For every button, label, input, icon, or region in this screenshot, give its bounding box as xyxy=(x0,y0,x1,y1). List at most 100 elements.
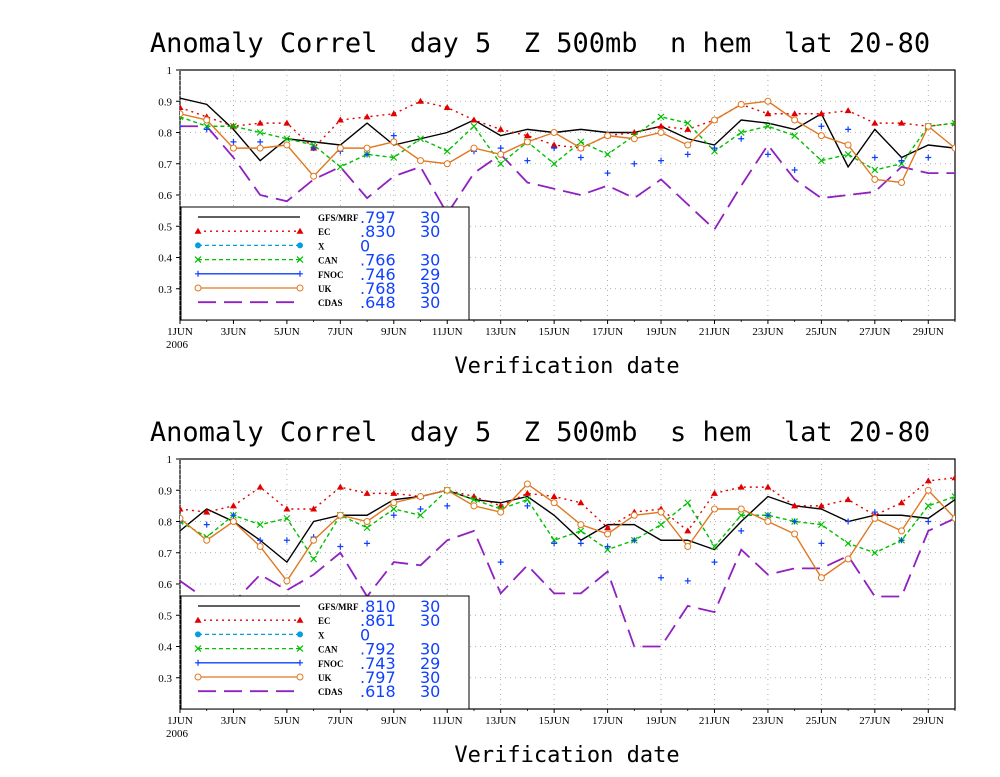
legend-label: EC xyxy=(318,227,331,237)
data-point xyxy=(924,122,932,130)
x-axis-label: Verification date xyxy=(454,354,679,379)
data-point xyxy=(844,141,852,149)
series-gfs-mrf xyxy=(180,97,955,169)
data-point xyxy=(684,543,692,550)
series-line xyxy=(180,489,955,561)
x-tick-label: 29JUN xyxy=(913,715,944,727)
data-point xyxy=(523,138,531,146)
x-tick-label: 17JUN xyxy=(592,715,623,727)
data-point xyxy=(711,543,718,550)
data-point xyxy=(256,543,264,550)
y-tick-label: 0.6 xyxy=(158,579,172,591)
legend-count: 30 xyxy=(420,293,440,312)
x-tick-label: 5JUN xyxy=(274,326,300,338)
data-point xyxy=(497,145,504,152)
y-tick-label: 0.3 xyxy=(158,673,172,685)
legend-label: X xyxy=(318,241,325,251)
data-point xyxy=(817,157,825,165)
x-axis-label: Verification date xyxy=(454,743,679,768)
legend-mean: .810 xyxy=(360,597,396,616)
legend-marker xyxy=(194,256,202,264)
legend-mean: .797 xyxy=(360,208,396,227)
data-point xyxy=(657,122,665,129)
x-tick-year: 2006 xyxy=(166,728,189,740)
data-point xyxy=(390,132,397,139)
data-point xyxy=(711,559,718,566)
data-point xyxy=(791,132,799,140)
data-point xyxy=(631,537,638,544)
legend-mean: .743 xyxy=(360,654,396,673)
data-point xyxy=(336,144,344,152)
data-point xyxy=(817,521,825,529)
legend-mean: .648 xyxy=(360,293,396,312)
legend-count: 30 xyxy=(420,640,440,659)
legend-marker xyxy=(297,270,303,277)
data-point xyxy=(737,505,745,513)
data-point xyxy=(817,502,825,509)
data-point xyxy=(203,521,210,528)
legend-marker xyxy=(195,242,201,249)
legend-entry: GFS/MRF .810 30 xyxy=(198,597,440,616)
legend-marker xyxy=(297,631,303,638)
chart-title: Anomaly Correl day 5 Z 500mb s hem lat 2… xyxy=(150,417,930,448)
x-tick-year: 2006 xyxy=(166,339,189,351)
data-point xyxy=(363,113,371,120)
data-point xyxy=(203,122,211,130)
y-tick-label: 0.7 xyxy=(158,548,172,560)
data-point xyxy=(417,493,425,500)
data-point xyxy=(710,116,718,124)
data-point xyxy=(604,524,612,531)
legend-label: GFS/MRF xyxy=(318,602,359,612)
legend-entry: FNOC .743 29 xyxy=(195,654,440,673)
legend-entry: CAN .792 30 xyxy=(194,640,440,659)
legend-mean: .766 xyxy=(360,251,396,270)
x-tick-label: 1JUN xyxy=(167,715,193,727)
y-tick-label: 1 xyxy=(167,65,173,77)
data-point xyxy=(310,172,318,180)
data-point xyxy=(551,540,558,547)
data-point xyxy=(577,154,584,161)
data-point xyxy=(283,514,291,522)
series-line xyxy=(180,483,955,583)
legend-label: CAN xyxy=(318,645,338,655)
data-point xyxy=(764,518,772,525)
data-point xyxy=(577,144,585,152)
data-point xyxy=(898,537,905,544)
legend-mean: 0 xyxy=(360,236,370,255)
x-tick-label: 21JUN xyxy=(699,715,730,727)
legend-label: CDAS xyxy=(318,298,343,308)
data-point xyxy=(791,110,799,117)
data-point xyxy=(523,489,531,496)
data-point xyxy=(230,122,237,130)
data-point xyxy=(737,100,745,108)
data-point xyxy=(604,543,611,550)
data-point xyxy=(818,123,825,130)
data-point xyxy=(684,119,692,127)
data-point xyxy=(230,138,237,145)
data-point xyxy=(310,555,318,563)
data-point xyxy=(256,144,264,152)
data-point xyxy=(336,483,344,490)
data-point xyxy=(738,527,745,534)
data-point xyxy=(577,527,585,535)
x-tick-label: 5JUN xyxy=(274,715,300,727)
data-point xyxy=(630,511,638,519)
legend-marker xyxy=(195,270,201,277)
legend-entry: CDAS .618 30 xyxy=(198,682,440,701)
data-point xyxy=(203,508,211,515)
data-point xyxy=(523,132,531,139)
data-point xyxy=(256,129,264,136)
data-point xyxy=(711,147,718,155)
y-tick-label: 0.4 xyxy=(158,642,172,654)
data-point xyxy=(817,574,825,582)
data-point xyxy=(364,540,371,547)
chart-title: Anomaly Correl day 5 Z 500mb n hem lat 2… xyxy=(150,28,930,59)
data-point xyxy=(524,502,531,509)
data-point xyxy=(256,521,264,529)
data-point xyxy=(497,160,505,168)
legend-marker xyxy=(296,673,304,681)
